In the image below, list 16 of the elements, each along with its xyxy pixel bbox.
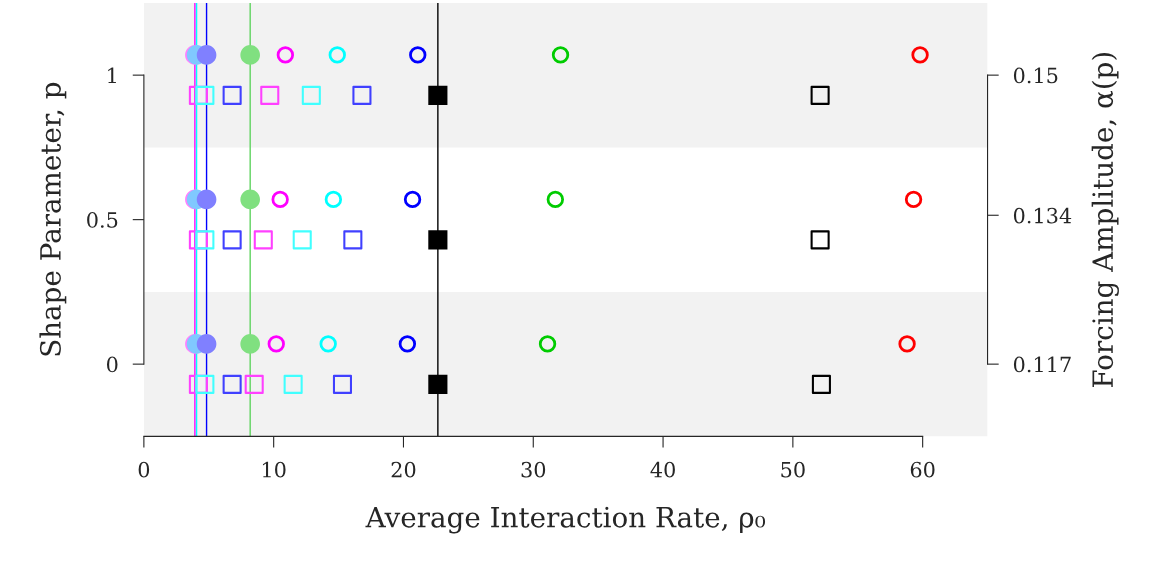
y-tick-label: 0.5 [87,212,118,228]
y-tick-label: 1 [108,67,116,84]
x-tick-label: 20 [391,461,416,478]
y-axis-title: Shape Parameter, p [39,82,67,356]
x-tick-label: 60 [910,461,935,478]
x-axis-title: Average Interaction Rate, ρ₀ [365,506,766,534]
x-tick-label: 30 [521,461,546,478]
x-tick-label: 40 [650,461,675,478]
y2-axis-title: Forcing Amplitude, α(p) [1091,52,1119,387]
x-tick-label: 0 [138,461,150,478]
y2-tick-label: 0.117 [1013,356,1071,373]
x-tick-label: 10 [262,461,286,478]
y2-tick-label: 0.134 [1013,207,1072,224]
y-tick-label: 0 [106,356,118,373]
y2-tick-label: 0.15 [1013,67,1058,84]
x-tick-label: 50 [781,461,805,478]
